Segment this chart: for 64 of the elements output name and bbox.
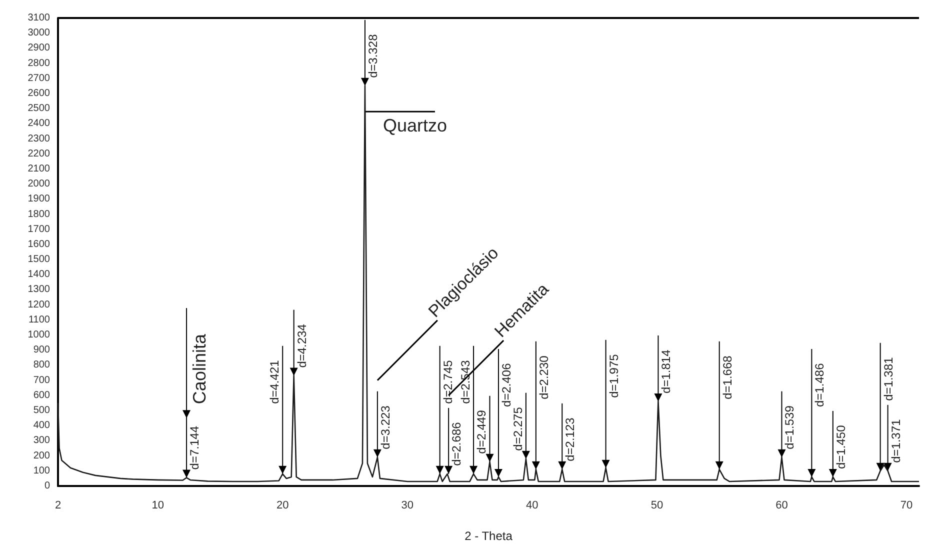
y-tick-label: 100 (33, 465, 50, 476)
annotation: d=1.486 (812, 362, 827, 407)
annotation: d=1.668 (720, 355, 734, 400)
y-tick-label: 3000 (28, 28, 50, 39)
annotation: d=3.328 (366, 34, 380, 78)
y-tick-label: 600 (33, 390, 50, 401)
annotation: d=2.230 (536, 355, 551, 400)
annotation: d=2.406 (499, 362, 514, 407)
y-tick-label: 2800 (28, 58, 50, 69)
annotation: Caolinita (190, 333, 210, 404)
y-tick-label: 1600 (28, 238, 50, 250)
y-tick-label: 1200 (28, 299, 50, 310)
annotation: d=4.234 (294, 324, 309, 368)
x-tick-label: 2 (54, 500, 62, 512)
y-tick-label: 2100 (28, 163, 50, 174)
y-tick-label: 1000 (28, 330, 50, 341)
annotation: d=2.123 (563, 417, 578, 462)
y-tick-label: 1400 (28, 269, 50, 280)
x-axis-title: 2 - Theta (464, 529, 513, 543)
y-tick-label: 2700 (28, 72, 50, 84)
y-tick-label: 2200 (28, 148, 50, 160)
y-tick-label: 0 (44, 480, 50, 492)
y-tick-label: 400 (33, 420, 50, 432)
annotation: d=7.144 (188, 426, 202, 470)
y-tick-label: 1300 (28, 284, 50, 296)
x-tick-label: 50 (650, 500, 664, 512)
y-tick-label: 700 (33, 374, 50, 386)
y-tick-label: 1800 (28, 208, 50, 220)
y-tick-label: 800 (33, 360, 50, 371)
annotation: d=4.421 (268, 360, 282, 404)
x-tick-label: 60 (776, 500, 788, 512)
annotation: d=2.686 (450, 422, 464, 466)
y-tick-label: 2600 (28, 88, 50, 99)
x-tick-label: 70 (900, 500, 913, 512)
annotation: d=2.543 (458, 360, 473, 404)
annotation: d=1.371 (888, 418, 903, 463)
y-tick-label: 900 (33, 344, 50, 356)
annotation: d=1.975 (606, 354, 621, 398)
y-tick-label: 1500 (28, 254, 50, 266)
x-tick-label: 10 (152, 500, 164, 512)
y-tick-label: 1900 (28, 194, 50, 205)
x-tick-label: 40 (526, 500, 538, 512)
y-tick-label: 2300 (28, 133, 50, 144)
y-tick-label: 300 (33, 435, 50, 446)
y-tick-label: 3100 (28, 12, 50, 24)
annotation: d=1.814 (659, 349, 674, 394)
annotation: Quartzo (382, 116, 447, 136)
annotation: d=1.450 (834, 424, 848, 469)
y-tick-label: 2900 (28, 42, 50, 54)
annotation: d=3.223 (378, 405, 392, 450)
y-tick-label: 1700 (28, 224, 50, 235)
y-tick-label: 500 (33, 405, 50, 416)
annotation: d=1.539 (782, 405, 797, 450)
y-tick-label: 2500 (28, 103, 50, 114)
x-tick-label: 20 (276, 500, 289, 512)
annotation: d=1.381 (881, 356, 896, 401)
x-tick-label: 30 (401, 500, 414, 512)
annotation: d=2.745 (440, 360, 455, 404)
annotation: d=2.275 (510, 406, 525, 451)
y-tick-label: 2400 (28, 118, 50, 130)
y-tick-label: 2000 (28, 178, 50, 190)
annotation: d=2.449 (474, 410, 489, 454)
y-tick-label: 200 (33, 450, 50, 462)
y-tick-label: 1100 (28, 314, 50, 326)
